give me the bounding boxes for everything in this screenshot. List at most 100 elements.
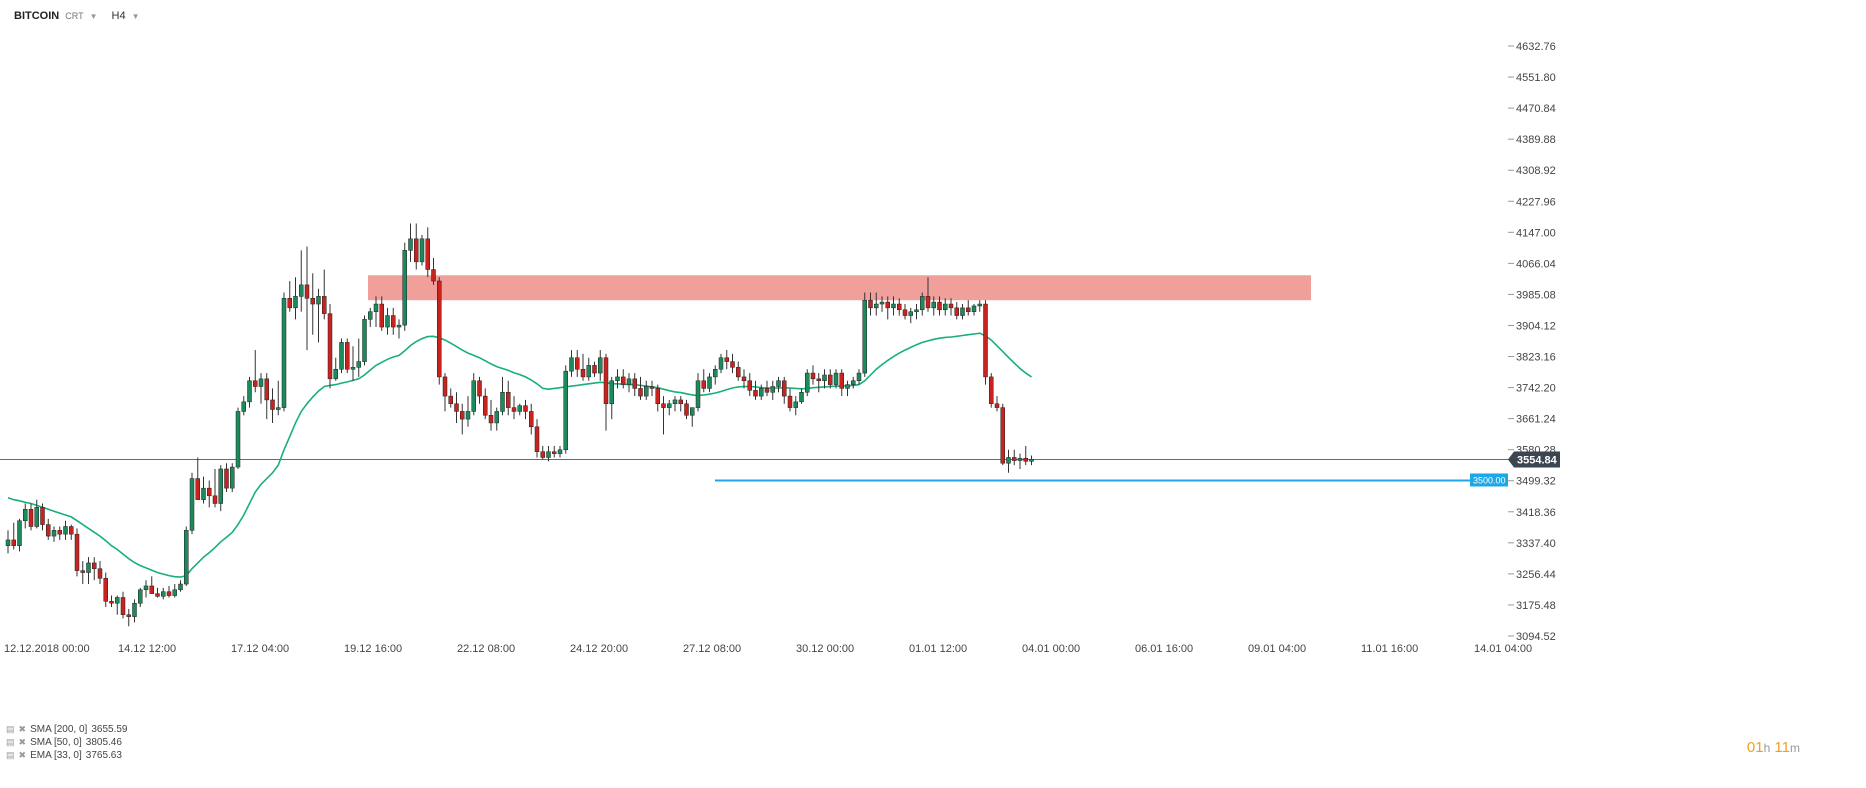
candle	[517, 405, 522, 412]
candle	[379, 303, 384, 328]
candle	[155, 593, 160, 597]
candle	[11, 539, 16, 546]
candle	[638, 388, 643, 397]
candle	[270, 399, 275, 410]
price-tick-label: 4470.84	[1516, 103, 1556, 115]
candle	[948, 303, 954, 309]
candle	[902, 309, 908, 316]
candle	[408, 238, 413, 251]
time-tick-label: 27.12 08:00	[683, 643, 741, 655]
candle	[661, 403, 666, 408]
chart-type-dropdown-icon[interactable]: ▼	[89, 11, 98, 21]
candle	[57, 530, 62, 535]
candle	[1029, 459, 1034, 462]
time-tick-label: 17.12 04:00	[231, 643, 289, 655]
candle	[201, 487, 206, 500]
candle	[759, 388, 764, 397]
countdown-hours: 01	[1746, 739, 1764, 756]
candle	[724, 357, 729, 362]
candle	[540, 451, 545, 458]
candle	[925, 296, 931, 309]
support-level-label: 3500.00	[1473, 475, 1506, 485]
candle	[115, 597, 120, 604]
candle	[281, 298, 287, 408]
time-tick-label: 22.12 08:00	[457, 643, 515, 655]
price-tick-label: 3823.16	[1516, 352, 1556, 364]
candle	[103, 578, 108, 602]
candle	[598, 357, 603, 374]
legend-row-sma200: ▤ ✖ SMA [200, 0] 3655.59	[6, 723, 127, 736]
chart-type-label[interactable]: CRT	[65, 11, 84, 21]
candle	[5, 539, 11, 546]
symbol-label[interactable]: BITCOIN	[14, 10, 60, 22]
candle	[649, 386, 655, 389]
candle	[454, 403, 459, 412]
candle	[753, 390, 758, 397]
price-tick-label: 4147.00	[1516, 227, 1556, 239]
candle	[805, 372, 810, 393]
candle	[396, 324, 402, 328]
candle	[632, 378, 637, 389]
candle	[626, 378, 632, 385]
price-tick-label: 4389.88	[1516, 134, 1556, 146]
candle	[730, 361, 735, 368]
candle	[207, 487, 212, 497]
candle	[1012, 457, 1017, 461]
price-tick-label: 3661.24	[1516, 414, 1556, 426]
candle	[828, 374, 833, 385]
candle	[373, 303, 379, 312]
price-tick-label: 3094.52	[1516, 631, 1556, 643]
price-tick-label: 4227.96	[1516, 196, 1556, 208]
countdown-hours-unit: h	[1763, 741, 1771, 755]
candle	[546, 451, 551, 458]
indicator-settings-icon[interactable]: ▤	[6, 750, 15, 760]
candle	[534, 426, 540, 452]
candle	[74, 533, 80, 571]
candle	[494, 411, 499, 424]
countdown-minutes: 11	[1774, 739, 1790, 756]
candle	[655, 388, 660, 405]
legend-value: 3805.46	[85, 737, 122, 748]
candle	[897, 303, 902, 311]
candle	[977, 303, 982, 307]
candle	[230, 466, 235, 489]
candle	[143, 585, 149, 591]
candle	[293, 296, 298, 309]
resistance-zone[interactable]	[368, 275, 1311, 301]
indicator-settings-icon[interactable]: ▤	[6, 724, 15, 734]
indicator-remove-icon[interactable]: ✖	[18, 737, 27, 747]
legend-value: 3655.59	[91, 724, 128, 735]
indicator-remove-icon[interactable]: ✖	[18, 750, 27, 760]
candle	[345, 342, 350, 370]
candle	[580, 368, 586, 378]
candle	[477, 380, 482, 397]
indicator-remove-icon[interactable]: ✖	[18, 724, 27, 734]
candle	[908, 311, 913, 316]
time-tick-label: 14.12 12:00	[118, 643, 176, 655]
candle	[195, 478, 200, 500]
candle	[851, 380, 856, 385]
candle	[690, 407, 695, 416]
candle	[701, 380, 706, 389]
candle	[592, 365, 597, 374]
candle	[713, 368, 718, 378]
candle	[304, 284, 310, 299]
candle	[51, 530, 57, 537]
candle	[212, 495, 218, 504]
indicator-settings-icon[interactable]: ▤	[6, 737, 15, 747]
candle	[299, 284, 304, 297]
candle	[920, 296, 925, 311]
support-level-tag[interactable]	[1470, 473, 1508, 487]
candle	[971, 305, 977, 312]
candle	[356, 361, 361, 368]
candle	[46, 524, 51, 537]
candle	[954, 307, 959, 316]
timeframe-label[interactable]: H4	[111, 10, 126, 22]
candle	[966, 307, 971, 312]
candle	[258, 378, 264, 387]
candle	[69, 526, 74, 535]
timeframe-dropdown-icon[interactable]: ▼	[131, 11, 140, 21]
candle	[1023, 457, 1028, 462]
candle	[109, 601, 114, 604]
